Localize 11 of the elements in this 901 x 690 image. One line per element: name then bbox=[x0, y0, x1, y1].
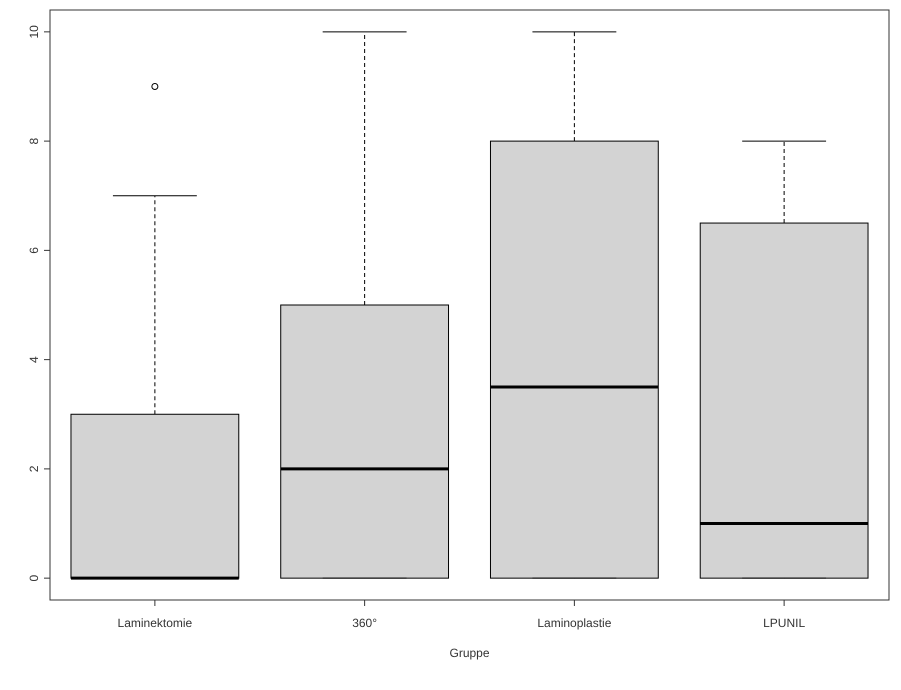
y-tick-label: 6 bbox=[27, 246, 41, 254]
x-tick-label: Laminektomie bbox=[118, 616, 193, 630]
x-axis-title: Gruppe bbox=[449, 646, 490, 660]
y-tick-label: 8 bbox=[27, 137, 41, 144]
y-tick-label: 10 bbox=[27, 24, 41, 39]
x-tick-label: 360° bbox=[352, 616, 378, 630]
y-tick-label: 0 bbox=[27, 574, 41, 582]
x-tick-label: Laminoplastie bbox=[537, 616, 612, 630]
x-tick-label: LPUNIL bbox=[763, 616, 806, 630]
y-tick-label: 2 bbox=[27, 465, 41, 472]
y-tick-label: 4 bbox=[27, 356, 41, 363]
